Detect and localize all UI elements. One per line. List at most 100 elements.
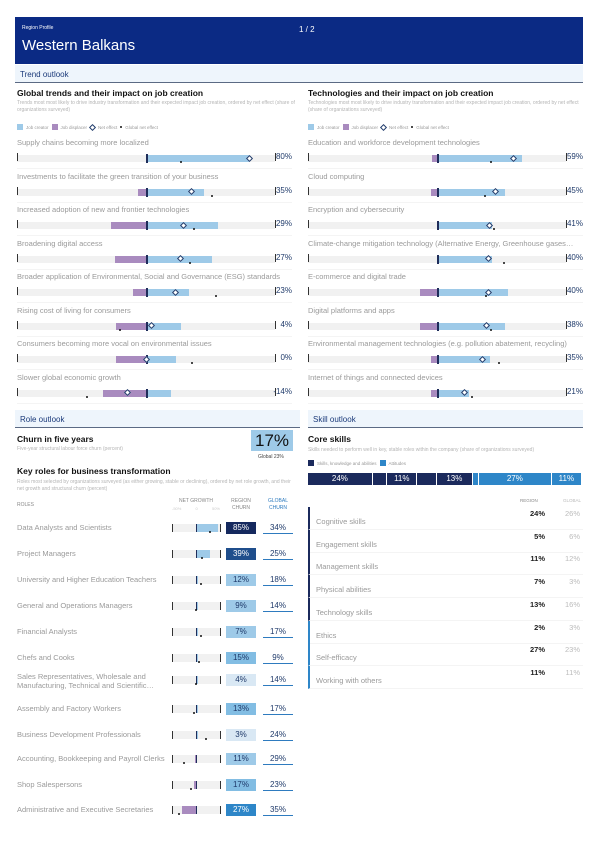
skills-col-global: GLOBAL <box>563 498 582 503</box>
global-net-growth-marker <box>195 609 197 611</box>
zero-line <box>437 355 439 364</box>
legend-net: Net effect <box>98 124 118 130</box>
axis-min-tick <box>172 755 173 763</box>
zero-line <box>437 254 439 264</box>
trend-label: Education and workforce development tech… <box>308 138 480 147</box>
role-name: Administrative and Executive Secretaries <box>17 805 154 814</box>
net-growth-axis: -50% 0 50% <box>172 506 220 511</box>
track-min-tick <box>17 220 18 228</box>
job-creator-bar <box>146 389 171 397</box>
skill-name: Ethics <box>316 630 337 640</box>
global-net-growth-marker <box>204 738 207 740</box>
row-divider <box>308 201 583 203</box>
global-net-growth-marker <box>178 813 181 815</box>
global-trends-description: Trends most most likely to drive industr… <box>17 100 295 113</box>
job-creator-bar <box>437 255 493 263</box>
track-min-tick <box>308 253 309 262</box>
trend-label: Digital platforms and apps <box>308 305 395 315</box>
axis-max-tick <box>220 781 221 789</box>
net-effect-value: -14% <box>273 386 292 396</box>
zero-line <box>196 550 197 558</box>
row-divider <box>308 235 583 236</box>
skill-row: Self-efficacy 27% 23% <box>308 643 583 667</box>
net-growth-bar <box>181 806 196 814</box>
page-indicator: 1 / 2 <box>299 25 315 34</box>
skill-region-value: 5% <box>534 531 545 541</box>
global-churn-value: 25% <box>263 548 293 560</box>
row-divider <box>17 168 292 169</box>
skill-region-value: 13% <box>529 599 545 609</box>
global-net-effect-marker <box>490 161 493 163</box>
trend-label: Encryption and cybersecurity <box>308 205 405 214</box>
role-name: Data Analysts and Scientists <box>17 523 112 532</box>
net-effect-value: 59% <box>566 152 583 161</box>
trend-row: E-commerce and digital trade 40% <box>308 272 583 304</box>
trend-row: Rising cost of living for consumers 4% <box>17 306 292 338</box>
axis-min-tick <box>172 576 173 584</box>
skill-global-value: 23% <box>564 645 580 655</box>
skill-region-value: 7% <box>534 577 545 587</box>
col-region-churn: REGION CHURN <box>231 498 251 511</box>
job-displacer-bar <box>116 322 146 330</box>
axis-min-tick <box>172 524 173 532</box>
track-min-tick <box>308 354 309 362</box>
axis-max-tick <box>220 731 221 739</box>
net-growth-chart <box>172 550 221 559</box>
trend-outlook-header: Trend outlook <box>15 65 583 83</box>
net-effect-value: 21% <box>566 386 583 396</box>
global-churn-value: 34% <box>263 522 293 534</box>
global-net-growth-marker <box>209 531 212 533</box>
skills-legend: Skills, knowledge and abilities Attitude… <box>308 460 406 466</box>
zero-line <box>196 524 197 532</box>
track-min-tick <box>308 320 309 329</box>
stack-segment <box>417 473 438 485</box>
skill-row: Ethics 2% 3% <box>308 620 583 644</box>
net-growth-chart <box>172 731 221 740</box>
skill-name: Working with others <box>316 675 382 685</box>
zero-line <box>146 187 148 197</box>
legend-net: Net effect <box>389 124 409 130</box>
trend-row: Education and workforce development tech… <box>308 138 583 170</box>
trend-label: Consumers becoming more vocal on environ… <box>17 339 212 348</box>
technologies-title: Technologies and their impact on job cre… <box>308 88 494 98</box>
job-displacer-bar <box>420 289 437 296</box>
row-divider <box>17 201 292 203</box>
global-churn-value: 35% <box>263 804 293 816</box>
track-max-tick <box>566 387 567 396</box>
net-effect-value: 41% <box>566 219 583 228</box>
track-min-tick <box>17 287 18 295</box>
track-min-tick <box>17 186 18 195</box>
track-max-tick <box>566 287 567 295</box>
trend-label: Broadening digital access <box>17 238 103 248</box>
skill-row: Cognitive skills 24% 26% <box>308 507 583 530</box>
legend-displacer: Job displacer <box>60 124 88 130</box>
region-churn-value: 27% <box>226 804 256 816</box>
track-max-tick <box>566 320 567 329</box>
job-displacer-bar <box>430 188 437 196</box>
job-displacer-bar <box>430 356 437 363</box>
job-creator-bar <box>437 289 508 296</box>
global-net-effect-marker <box>179 161 182 163</box>
role-row: Data Analysts and Scientists 85% 34% <box>17 520 300 544</box>
role-name: General and Operations Managers <box>17 601 133 610</box>
net-effect-value: 80% <box>275 152 292 161</box>
zero-line <box>196 781 197 789</box>
axis-min-tick <box>172 628 173 636</box>
zero-line <box>196 731 197 739</box>
global-net-effect-marker <box>492 228 495 230</box>
net-growth-bar <box>193 781 196 789</box>
net-growth-bar <box>196 550 211 558</box>
global-net-growth-marker <box>190 788 193 790</box>
zero-line <box>437 154 439 163</box>
track-max-tick <box>566 153 567 161</box>
track-min-tick <box>308 287 309 295</box>
role-row: Project Managers 39% 25% <box>17 546 300 570</box>
job-creator-swatch <box>17 124 23 130</box>
axis-max-tick <box>220 676 221 684</box>
region-churn-value: 12% <box>226 574 256 586</box>
skill-row: Technology skills 13% 16% <box>308 597 583 621</box>
track-max-tick <box>275 153 276 161</box>
row-divider <box>17 235 292 236</box>
trend-label: Rising cost of living for consumers <box>17 305 131 315</box>
track-max-tick <box>275 387 276 396</box>
